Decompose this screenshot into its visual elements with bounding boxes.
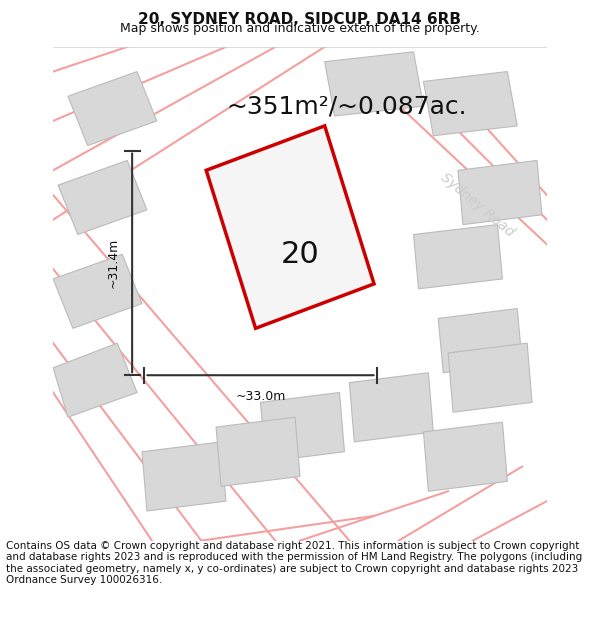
Text: Contains OS data © Crown copyright and database right 2021. This information is : Contains OS data © Crown copyright and d…: [6, 541, 582, 586]
Polygon shape: [58, 161, 147, 234]
Polygon shape: [438, 309, 522, 372]
Polygon shape: [206, 126, 374, 328]
Polygon shape: [349, 372, 433, 442]
Polygon shape: [260, 392, 344, 462]
Polygon shape: [142, 442, 226, 511]
Polygon shape: [448, 343, 532, 412]
Polygon shape: [68, 71, 157, 146]
Text: ~33.0m: ~33.0m: [235, 390, 286, 403]
Text: 20: 20: [281, 240, 319, 269]
Text: ~31.4m: ~31.4m: [107, 238, 120, 288]
Text: Sydney Road: Sydney Road: [439, 170, 517, 239]
Text: ~351m²/~0.087ac.: ~351m²/~0.087ac.: [226, 94, 467, 118]
Polygon shape: [458, 161, 542, 224]
Polygon shape: [216, 418, 300, 486]
Polygon shape: [413, 224, 502, 289]
Text: 20, SYDNEY ROAD, SIDCUP, DA14 6RB: 20, SYDNEY ROAD, SIDCUP, DA14 6RB: [139, 12, 461, 27]
Polygon shape: [53, 343, 137, 418]
Polygon shape: [424, 71, 517, 136]
Text: Map shows position and indicative extent of the property.: Map shows position and indicative extent…: [120, 22, 480, 35]
Polygon shape: [53, 254, 142, 328]
Polygon shape: [424, 422, 508, 491]
Polygon shape: [325, 52, 424, 116]
